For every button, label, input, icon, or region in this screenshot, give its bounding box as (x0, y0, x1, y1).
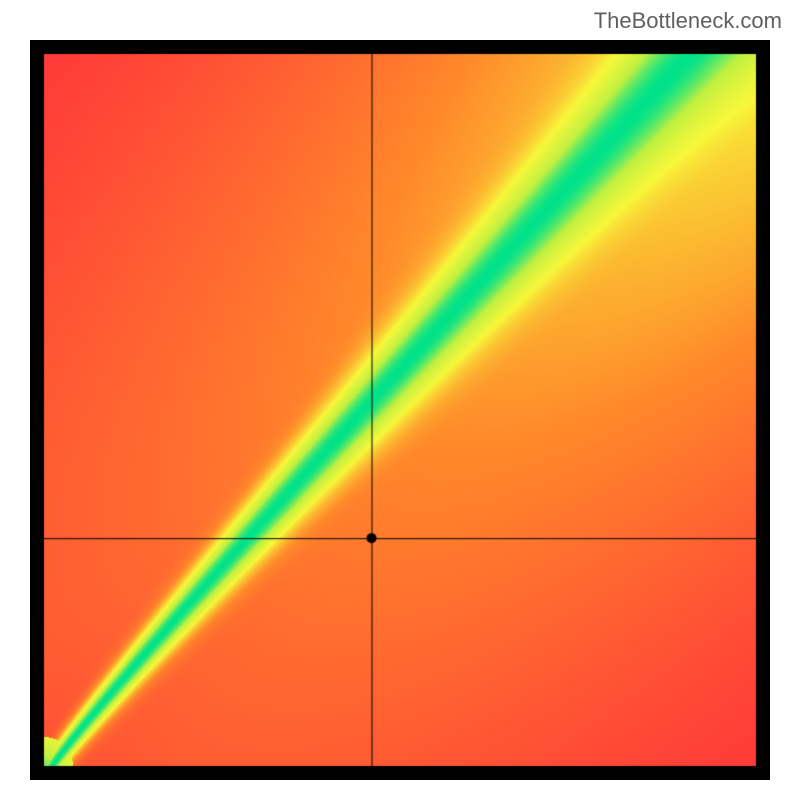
heatmap-canvas (30, 40, 770, 780)
watermark-text: TheBottleneck.com (594, 8, 782, 34)
plot-frame (30, 40, 770, 780)
chart-container: TheBottleneck.com (0, 0, 800, 800)
